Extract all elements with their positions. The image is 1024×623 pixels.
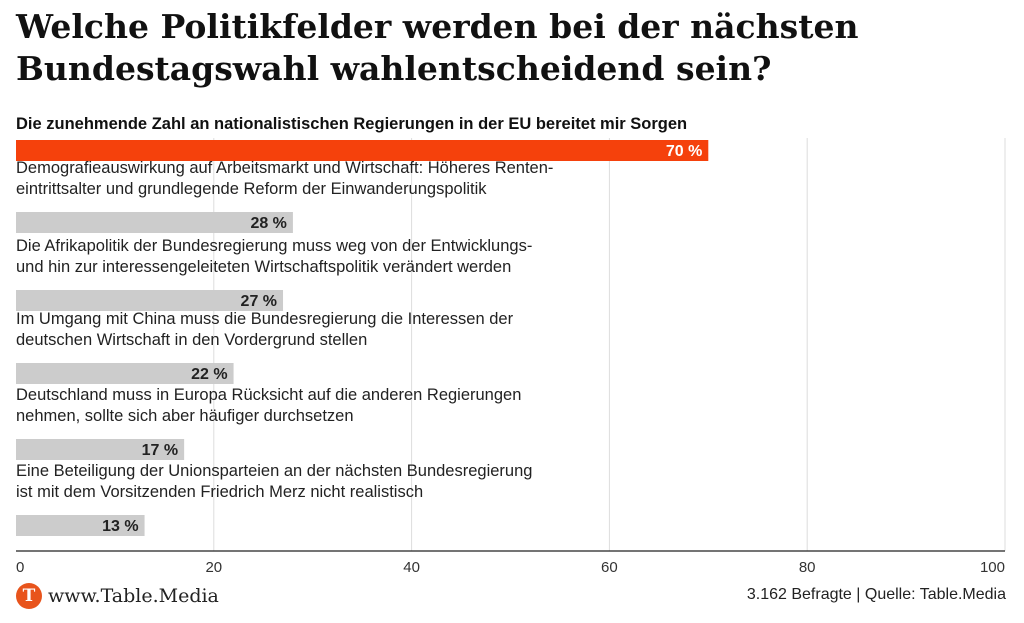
- x-tick-label: 20: [205, 559, 222, 576]
- bar: [16, 439, 185, 460]
- x-tick-label: 100: [980, 559, 1005, 576]
- bar: [16, 212, 293, 233]
- value-label: 28 %: [250, 215, 286, 232]
- category-label: deutschen Wirtschaft in den Vordergrund …: [16, 331, 367, 349]
- bar: [16, 140, 709, 161]
- x-tick-label: 0: [16, 559, 24, 576]
- category-label: Die zunehmende Zahl an nationalistischen…: [16, 115, 687, 133]
- chart-title: Welche Politikfelder werden bei der näch…: [16, 7, 859, 88]
- footer-brand: T www.Table.Media: [16, 583, 219, 609]
- category-label: und hin zur interessengeleiteten Wirtsch…: [16, 258, 511, 276]
- table-media-logo-icon: T: [16, 583, 42, 609]
- category-label: ist mit dem Vorsitzenden Friedrich Merz …: [16, 483, 423, 501]
- value-label: 27 %: [241, 293, 277, 310]
- category-label: nehmen, sollte sich aber häufiger durchs…: [16, 407, 354, 425]
- x-tick-label: 60: [601, 559, 618, 576]
- bar: [16, 290, 284, 311]
- value-label: 13 %: [102, 518, 138, 535]
- value-label: 22 %: [191, 366, 227, 383]
- category-label: Die Afrikapolitik der Bundesregierung mu…: [16, 237, 532, 255]
- bar: [16, 363, 234, 384]
- source-note: 3.162 Befragte | Quelle: Table.Media: [746, 586, 1006, 603]
- category-label: Deutschland muss in Europa Rücksicht auf…: [16, 386, 521, 404]
- x-tick-label: 40: [403, 559, 420, 576]
- value-label: 70 %: [666, 143, 702, 160]
- category-label: Demografieauswirkung auf Arbeitsmarkt un…: [16, 159, 553, 177]
- category-label: Im Umgang mit China muss die Bundesregie…: [16, 310, 514, 328]
- category-label: Eine Beteiligung der Unionsparteien an d…: [16, 462, 532, 480]
- site-url[interactable]: www.Table.Media: [48, 585, 219, 607]
- category-label: eintrittsalter und grundlegende Reform d…: [16, 180, 487, 198]
- bar: [16, 515, 145, 536]
- value-label: 17 %: [142, 442, 178, 459]
- x-tick-label: 80: [799, 559, 816, 576]
